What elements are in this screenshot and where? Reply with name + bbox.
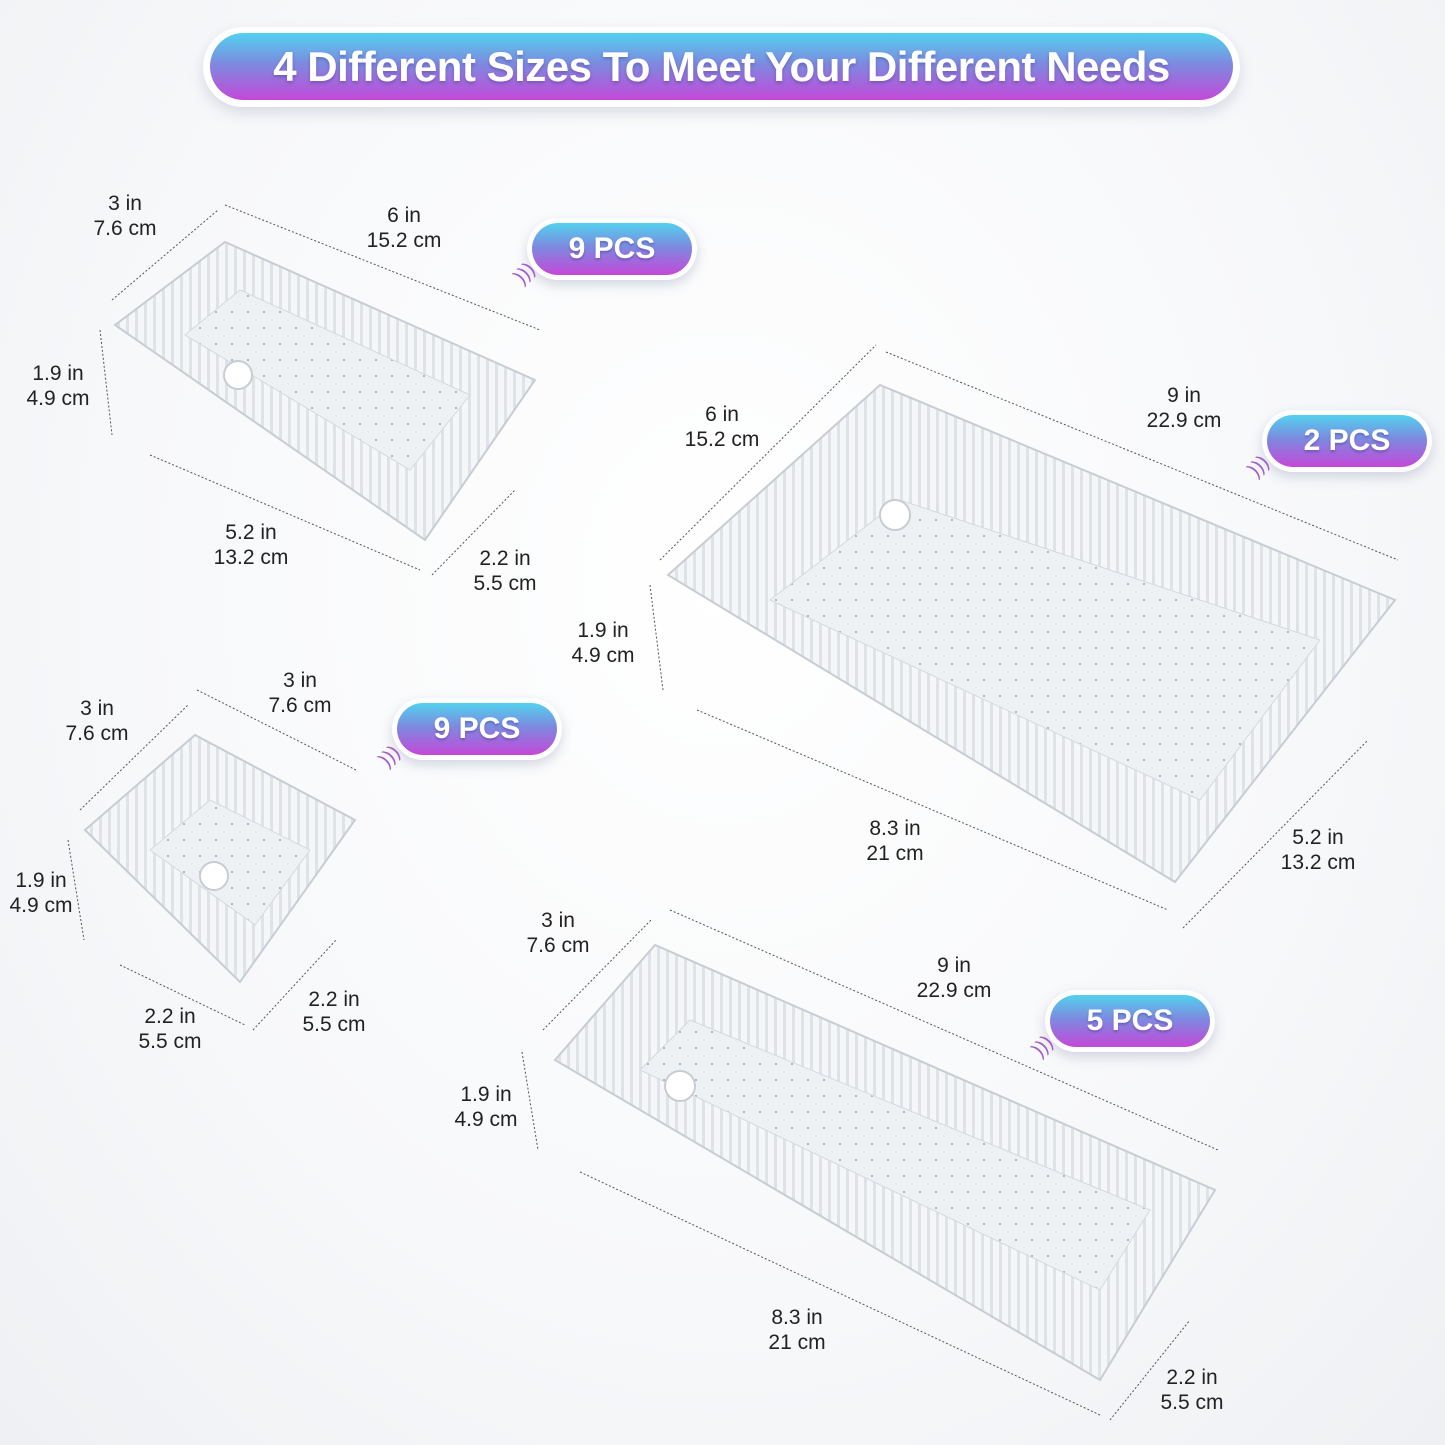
dimension-label: 5.2 in 13.2 cm: [1280, 826, 1356, 874]
dimension-lines: [67, 204, 1399, 1421]
dimension-label: 8.3 in 21 cm: [866, 817, 924, 865]
dimension-label: 6 in 15.2 cm: [684, 403, 760, 451]
tray-square: [83, 733, 357, 984]
badge-label: 2 PCS: [1303, 424, 1391, 457]
dimension-label: 1.9 in 4.9 cm: [26, 362, 90, 410]
dimension-label: 1.9 in 4.9 cm: [454, 1083, 518, 1131]
quantity-badge: 2 PCS: [1262, 410, 1432, 472]
dimension-label: 3 in 7.6 cm: [526, 909, 590, 957]
dimension-label: 9 in 22.9 cm: [1146, 384, 1222, 432]
tray-large: [666, 383, 1397, 884]
title: 4 Different Sizes To Meet Your Different…: [273, 42, 1170, 90]
quantity-badge: 9 PCS: [392, 698, 562, 760]
dimension-label: 1.9 in 4.9 cm: [9, 869, 73, 917]
dimension-label: 2.2 in 5.5 cm: [473, 547, 537, 595]
dimension-label: 3 in 7.6 cm: [65, 697, 129, 745]
dimension-label: 1.9 in 4.9 cm: [571, 619, 635, 667]
dimension-label: 9 in 22.9 cm: [916, 954, 992, 1002]
dimension-label: 2.2 in 5.5 cm: [1160, 1366, 1224, 1414]
badge-label: 9 PCS: [568, 232, 656, 265]
title-banner: 4 Different Sizes To Meet Your Different…: [203, 27, 1240, 107]
dimension-label: 5.2 in 13.2 cm: [213, 521, 289, 569]
quantity-badge: 9 PCS: [527, 218, 697, 280]
quantity-badge: 5 PCS: [1045, 990, 1215, 1052]
tray-small-rectangle: [113, 240, 537, 542]
dimension-label: 6 in 15.2 cm: [366, 204, 442, 252]
tray-long: [553, 943, 1217, 1382]
badge-label: 9 PCS: [433, 712, 521, 745]
dimension-label: 3 in 7.6 cm: [268, 669, 332, 717]
dimension-label: 2.2 in 5.5 cm: [138, 1005, 202, 1053]
dimension-label: 2.2 in 5.5 cm: [302, 988, 366, 1036]
badge-label: 5 PCS: [1086, 1004, 1174, 1037]
dimension-label: 3 in 7.6 cm: [93, 192, 157, 240]
dimension-label: 8.3 in 21 cm: [768, 1306, 826, 1354]
